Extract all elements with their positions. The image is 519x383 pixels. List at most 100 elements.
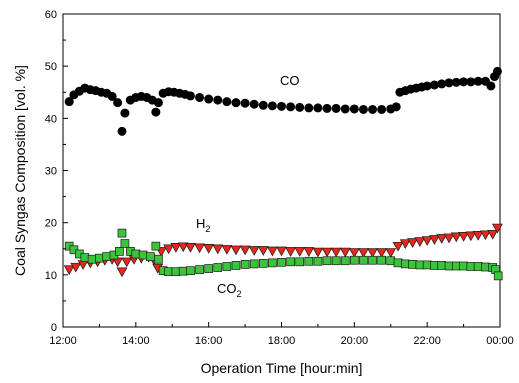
data-point — [437, 261, 447, 270]
data-point — [481, 262, 490, 272]
data-point — [466, 77, 476, 87]
data-point — [286, 257, 295, 267]
data-point — [248, 246, 260, 256]
series-label-co2: CO2 — [217, 281, 242, 299]
data-point — [151, 107, 161, 117]
data-point — [408, 260, 417, 269]
data-point — [115, 247, 124, 256]
data-point — [231, 98, 241, 108]
data-point — [451, 261, 461, 271]
data-point — [268, 258, 277, 268]
data-point — [349, 104, 359, 114]
data-point — [392, 241, 404, 252]
x-tick-label: 18:00 — [268, 335, 296, 347]
data-point — [230, 245, 242, 256]
data-point — [322, 103, 332, 113]
data-point — [368, 104, 378, 114]
data-point — [258, 259, 268, 268]
data-point — [116, 267, 128, 278]
data-point — [186, 266, 195, 276]
data-point — [277, 101, 286, 111]
data-point — [349, 255, 359, 265]
data-point — [120, 108, 130, 118]
data-point — [459, 261, 468, 271]
data-point — [330, 247, 342, 258]
data-point — [400, 259, 410, 269]
data-point — [429, 80, 439, 90]
data-point — [295, 102, 305, 112]
data-point — [154, 254, 163, 264]
data-point — [399, 239, 411, 250]
data-point — [368, 255, 377, 265]
y-tick-label: 40 — [45, 113, 57, 125]
data-point — [313, 103, 323, 113]
data-point — [443, 233, 455, 244]
data-point — [422, 81, 432, 91]
data-point — [294, 247, 306, 257]
data-point — [285, 247, 296, 257]
data-point — [204, 94, 214, 104]
y-tick-label: 30 — [45, 166, 57, 178]
data-point — [367, 248, 378, 258]
y-tick-label: 50 — [45, 61, 57, 73]
data-point — [444, 78, 454, 88]
y-tick-label: 10 — [45, 270, 57, 282]
data-point — [359, 255, 368, 265]
data-point — [286, 102, 296, 112]
data-point — [87, 254, 97, 264]
data-point — [249, 259, 259, 269]
data-point — [185, 91, 195, 101]
data-point — [466, 262, 476, 271]
data-point — [231, 261, 241, 270]
data-point — [95, 253, 104, 263]
data-point — [170, 242, 182, 253]
data-point — [422, 260, 432, 270]
data-point — [340, 256, 350, 266]
data-point — [151, 241, 161, 251]
data-point — [473, 262, 483, 271]
data-point — [492, 223, 503, 234]
y-tick-label: 0 — [51, 322, 57, 334]
data-point — [377, 104, 387, 114]
x-tick-label: 14:00 — [122, 335, 150, 347]
data-point — [204, 264, 214, 273]
data-point — [458, 232, 469, 242]
data-point — [430, 261, 439, 270]
data-point — [312, 247, 324, 258]
plot-border — [62, 13, 501, 328]
series-layer — [63, 66, 503, 281]
data-point — [480, 230, 491, 241]
data-point — [107, 91, 117, 101]
data-point — [444, 261, 454, 271]
data-point — [339, 247, 351, 258]
data-point — [465, 231, 477, 242]
data-point — [117, 228, 127, 238]
data-point — [63, 265, 75, 276]
data-point — [391, 102, 401, 112]
data-point — [493, 271, 503, 281]
data-point — [407, 238, 418, 249]
data-point — [340, 104, 350, 114]
data-point — [239, 245, 251, 256]
data-point — [178, 266, 188, 276]
data-point — [486, 81, 496, 91]
x-tick-label: 20:00 — [341, 335, 369, 347]
series-labels: CO H2 CO2 — [196, 73, 300, 299]
data-point — [304, 256, 314, 266]
data-point — [195, 92, 205, 102]
data-point — [177, 242, 189, 253]
data-point — [258, 100, 268, 110]
ticks-layer: 12:00 14:00 16:00 18:00 20:00 22:00 00:00 0 10 20… — [45, 9, 514, 347]
data-point — [295, 257, 305, 267]
data-point — [451, 77, 461, 87]
data-point — [473, 76, 483, 86]
series-label-h2: H2 — [196, 216, 210, 234]
data-point — [257, 246, 269, 256]
y-axis-title: Coal Syngas Composition [vol. %] — [12, 65, 28, 276]
data-point — [221, 245, 233, 255]
data-point — [321, 247, 333, 258]
data-point — [213, 95, 223, 105]
x-tick-label: 12:00 — [49, 335, 77, 347]
